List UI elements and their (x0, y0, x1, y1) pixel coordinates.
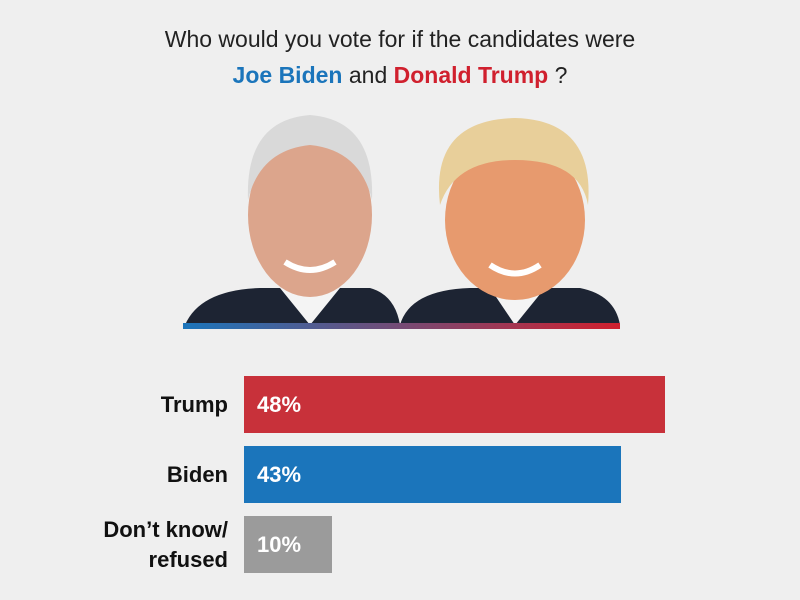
title-name: Donald Trump (393, 62, 549, 88)
value-label: 43% (257, 462, 302, 487)
divider (183, 323, 620, 329)
value-label: 48% (257, 392, 302, 417)
category-label: Biden (166, 461, 228, 487)
title-text: and (348, 62, 388, 88)
category-label: Trump (160, 391, 228, 417)
portraits (183, 115, 620, 329)
title-line: Joe Biden and Donald Trump ? (0, 62, 800, 89)
title-text: ? (554, 62, 568, 88)
value-label: 10% (257, 532, 302, 557)
bar (244, 376, 665, 433)
bar (244, 516, 332, 573)
portrait-right (400, 118, 620, 325)
portrait-left (185, 115, 400, 325)
bar (244, 446, 622, 503)
title-name: Joe Biden (232, 62, 343, 88)
title-line: Who would you vote for if the candidates… (164, 26, 636, 52)
category-label: Don’t know/ refused (103, 516, 228, 572)
